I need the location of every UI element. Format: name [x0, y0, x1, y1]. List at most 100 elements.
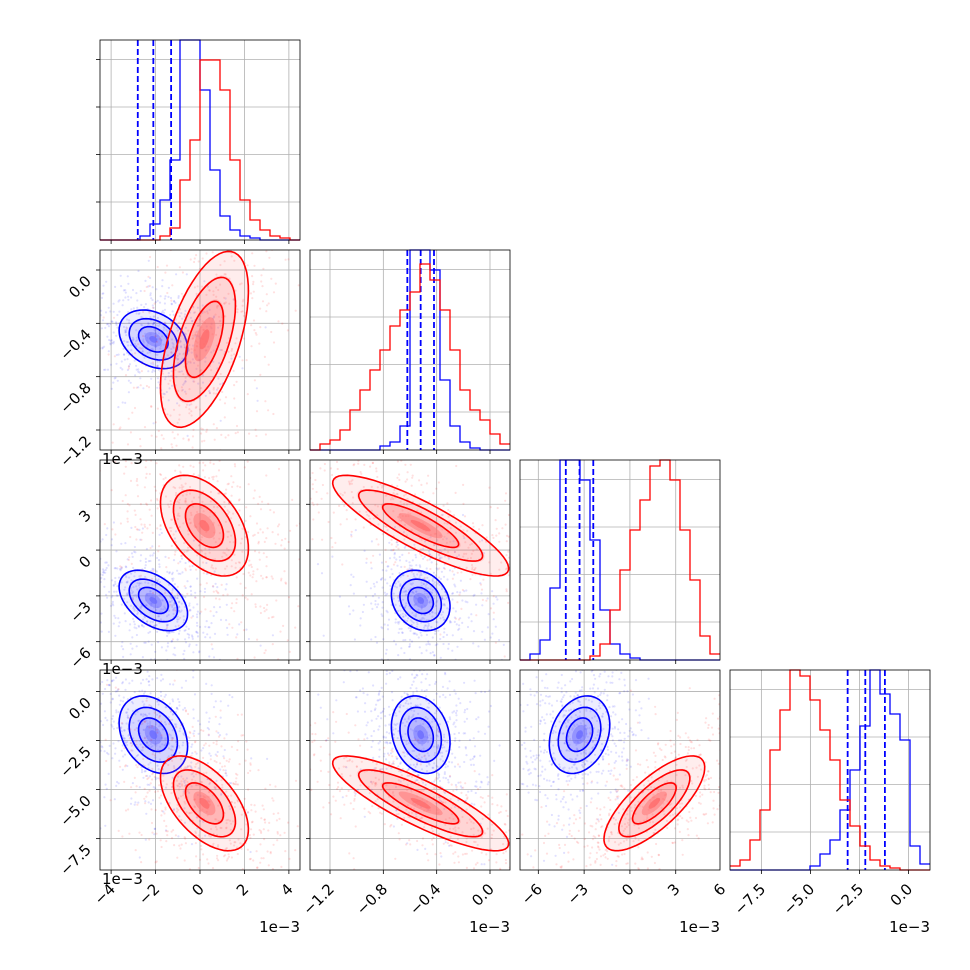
scatter-point — [370, 745, 373, 749]
scatter-point — [127, 365, 131, 368]
scatter-point — [183, 859, 186, 862]
scatter-point — [252, 445, 254, 447]
scatter-point — [171, 737, 174, 740]
scatter-point — [94, 561, 96, 563]
scatter-point — [393, 585, 397, 588]
scatter-point — [134, 340, 138, 343]
scatter-point — [294, 626, 297, 629]
scatter-point — [118, 621, 121, 624]
scatter-point — [115, 590, 118, 593]
scatter-point — [153, 827, 156, 831]
scatter-point — [443, 535, 446, 538]
scatter-point — [103, 585, 106, 588]
scatter-point — [449, 540, 452, 543]
scatter-point — [193, 311, 196, 314]
scatter-point — [133, 803, 136, 806]
scatter-point — [162, 326, 165, 329]
scatter-point — [145, 697, 148, 700]
scatter-point — [224, 772, 228, 775]
scatter-point — [186, 580, 189, 583]
scatter-point — [232, 943, 234, 945]
scatter-point — [131, 702, 135, 705]
scatter-point — [100, 720, 103, 723]
scatter-point — [430, 592, 433, 595]
scatter-point — [162, 437, 165, 440]
scatter-point — [162, 608, 165, 611]
scatter-point — [269, 507, 271, 509]
scatter-point — [93, 590, 95, 592]
scatter-point — [197, 474, 200, 477]
scatter-point — [516, 586, 518, 588]
scatter-point — [311, 471, 314, 475]
scatter-point — [498, 568, 501, 571]
scatter-point — [406, 497, 409, 500]
scatter-point — [218, 460, 221, 462]
scatter-point — [228, 839, 231, 842]
scatter-point — [156, 316, 159, 319]
scatter-point — [204, 360, 207, 363]
scatter-point — [425, 649, 428, 652]
scatter-point — [223, 765, 226, 768]
scatter-point — [428, 612, 431, 616]
scatter-point — [276, 830, 279, 834]
scatter-point — [215, 295, 218, 298]
scatter-point — [532, 561, 534, 563]
scatter-point — [193, 693, 197, 696]
scatter-point — [236, 236, 238, 238]
scatter-point — [77, 736, 79, 738]
scatter-point — [170, 374, 173, 377]
scatter-point — [353, 463, 356, 466]
scatter-point — [413, 575, 416, 578]
scatter-point — [136, 611, 140, 614]
scatter-point — [76, 584, 78, 586]
scatter-point — [100, 580, 102, 584]
scatter-point — [231, 322, 234, 325]
scatter-point — [171, 573, 174, 576]
scatter-point — [207, 720, 211, 724]
scatter-point — [389, 498, 392, 501]
scatter-point — [488, 486, 491, 489]
scatter-point — [149, 602, 152, 605]
scatter-point — [233, 406, 236, 409]
scatter-point — [234, 222, 236, 224]
scatter-point — [319, 706, 322, 709]
scatter-point — [184, 638, 187, 641]
scatter-point — [149, 705, 152, 708]
scatter-point — [88, 576, 90, 578]
scatter-point — [142, 692, 146, 695]
scatter-point — [117, 300, 120, 303]
scatter-point — [457, 554, 461, 557]
scatter-point — [403, 546, 406, 549]
scatter-point — [234, 342, 237, 345]
scatter-point — [280, 544, 283, 547]
scatter-point — [129, 653, 132, 656]
scatter-point — [102, 292, 105, 295]
scatter-point — [155, 728, 158, 731]
scatter-point — [143, 499, 145, 501]
scatter-point — [114, 533, 117, 536]
scatter-point — [196, 816, 199, 819]
scatter-point — [419, 758, 422, 761]
scatter-point — [194, 335, 197, 338]
scatter-point — [133, 626, 136, 629]
scatter-point — [193, 798, 196, 801]
scatter-point — [422, 678, 424, 680]
scatter-point — [169, 748, 173, 751]
scatter-point — [188, 736, 191, 739]
scatter-point — [216, 367, 219, 370]
density-fill — [417, 597, 424, 604]
scatter-point — [202, 853, 205, 856]
scatter-point — [193, 729, 196, 733]
scatter-point — [381, 601, 384, 604]
scatter-point — [181, 271, 184, 274]
scatter-point — [107, 353, 110, 356]
scatter-point — [394, 727, 397, 731]
scatter-point — [451, 598, 454, 601]
scatter-point — [209, 754, 212, 757]
scatter-point — [101, 680, 104, 684]
scatter-point — [148, 783, 151, 786]
scatter-point — [397, 654, 400, 657]
scatter-point — [424, 624, 428, 627]
scatter-point — [443, 604, 446, 607]
scatter-point — [232, 298, 235, 301]
